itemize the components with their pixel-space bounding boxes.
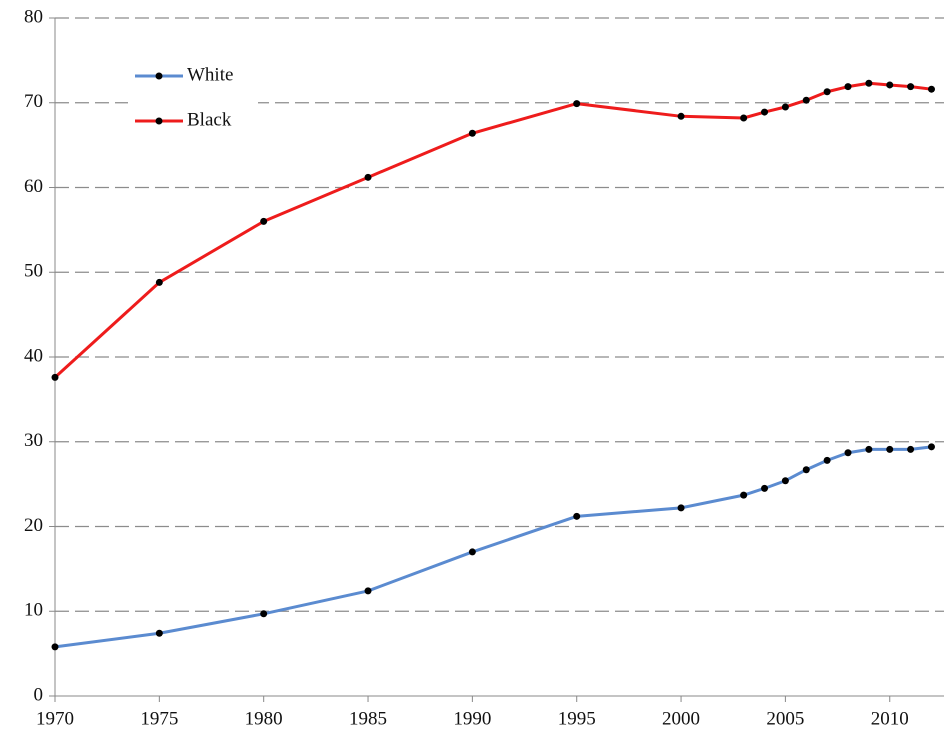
y-tick-label: 80 bbox=[24, 6, 43, 27]
x-tick-label: 1990 bbox=[453, 708, 491, 729]
data-point bbox=[155, 278, 163, 286]
legend-label: Black bbox=[187, 109, 232, 130]
x-tick-label: 2010 bbox=[871, 708, 909, 729]
y-tick-label: 40 bbox=[24, 345, 43, 366]
data-point bbox=[677, 504, 685, 512]
data-point bbox=[781, 103, 789, 111]
x-tick-label: 1980 bbox=[245, 708, 283, 729]
x-tick-label: 1975 bbox=[140, 708, 178, 729]
data-point bbox=[51, 643, 59, 651]
legend-box bbox=[128, 58, 258, 144]
data-point bbox=[51, 373, 59, 381]
legend: White Black bbox=[128, 58, 258, 144]
y-tick-label: 70 bbox=[24, 91, 43, 112]
series-line bbox=[54, 445, 932, 649]
data-point bbox=[260, 217, 268, 225]
x-tick-label: 1985 bbox=[349, 708, 387, 729]
data-point bbox=[364, 587, 372, 595]
data-point bbox=[886, 81, 894, 89]
data-point bbox=[907, 445, 915, 453]
data-point bbox=[468, 129, 476, 137]
data-point bbox=[468, 548, 476, 556]
data-point bbox=[364, 173, 372, 181]
data-point bbox=[781, 477, 789, 485]
y-tick-label: 10 bbox=[24, 600, 43, 621]
data-point bbox=[155, 629, 163, 637]
y-tick-label: 0 bbox=[34, 684, 44, 705]
y-tick-label: 50 bbox=[24, 261, 43, 282]
data-point bbox=[823, 88, 831, 96]
data-point bbox=[573, 100, 581, 108]
data-point bbox=[802, 96, 810, 104]
x-tick-label: 1995 bbox=[558, 708, 596, 729]
legend-label: White bbox=[187, 64, 233, 85]
data-point bbox=[740, 491, 748, 499]
data-point bbox=[844, 83, 852, 91]
x-tick-label: 2000 bbox=[662, 708, 700, 729]
data-point bbox=[573, 512, 581, 520]
data-point bbox=[844, 449, 852, 457]
data-point bbox=[761, 484, 769, 492]
data-point bbox=[865, 445, 873, 453]
data-point bbox=[802, 466, 810, 474]
data-point bbox=[907, 83, 915, 91]
y-tick-label: 60 bbox=[24, 176, 43, 197]
data-point bbox=[761, 108, 769, 116]
legend-marker bbox=[155, 72, 163, 80]
data-point bbox=[886, 445, 894, 453]
data-point bbox=[260, 610, 268, 618]
y-tick-label: 30 bbox=[24, 430, 43, 451]
data-point bbox=[927, 443, 935, 451]
x-tick-label: 2005 bbox=[766, 708, 804, 729]
data-point bbox=[740, 114, 748, 122]
y-tick-label: 20 bbox=[24, 515, 43, 536]
x-tick-label: 1970 bbox=[36, 708, 74, 729]
data-point bbox=[677, 112, 685, 120]
data-point bbox=[927, 85, 935, 93]
data-point bbox=[823, 456, 831, 464]
legend-marker bbox=[155, 117, 163, 125]
data-point bbox=[865, 79, 873, 87]
